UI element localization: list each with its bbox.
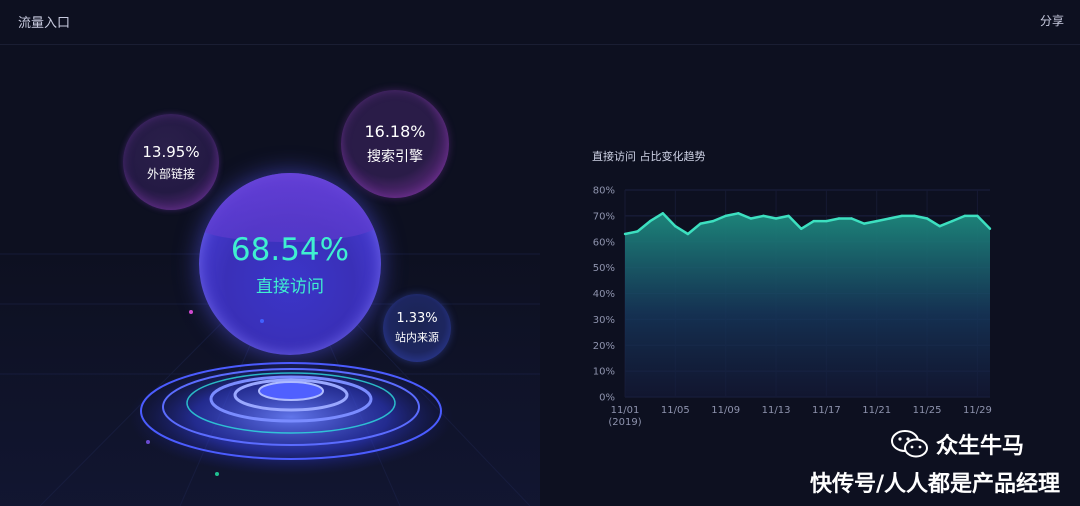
data-point (623, 232, 627, 236)
data-point (699, 222, 702, 225)
watermark-name: 众生牛马 (935, 434, 1024, 459)
y-tick-label: 60% (593, 237, 615, 248)
data-point (674, 225, 677, 228)
data-point (925, 217, 929, 220)
bubble-search-engine[interactable]: 16.18% 搜索引擎 (341, 90, 449, 198)
site-percent: 1.33% (396, 311, 438, 326)
top-bar: 流量入口 分享 (0, 0, 1080, 45)
trend-chart: 直接访问 占比变化趋势 0% 10% 20% 30% 40% 50% 60% 70% 80% 11… (580, 140, 1000, 440)
data-point (976, 214, 979, 218)
sparkle-dot (260, 319, 264, 323)
data-point (711, 219, 715, 223)
x-tick-label: 11/09 (711, 405, 740, 416)
y-tick-label: 50% (593, 263, 615, 274)
x-tick-label: 11/29 (963, 405, 992, 416)
data-point (825, 219, 828, 223)
x-tick-label: 11/17 (812, 405, 841, 416)
data-point (850, 217, 853, 220)
y-tick-label: 20% (593, 341, 615, 352)
y-tick-label: 80% (593, 186, 615, 197)
data-point (900, 214, 904, 218)
page-title: 流量入口 (18, 16, 71, 31)
sparkle-dot (189, 310, 193, 314)
data-point (875, 219, 878, 223)
glowing-platform (129, 359, 453, 475)
data-point (661, 212, 664, 215)
data-point (862, 222, 866, 225)
traffic-bubbles-panel: 13.95% 外部链接 16.18% 搜索引擎 68.54% 直接访问 1.33… (0, 44, 540, 506)
y-tick-label: 10% (593, 367, 615, 378)
bubble-cap (199, 173, 381, 243)
x-tick-label: 11/01 (611, 405, 640, 416)
data-point (988, 227, 992, 230)
data-point (724, 214, 727, 218)
series-area (625, 213, 990, 397)
data-point (787, 214, 790, 218)
data-point (649, 219, 652, 223)
direct-percent: 68.54% (230, 231, 350, 268)
data-point (737, 212, 740, 215)
x-sublabel: (2019) (608, 417, 641, 428)
external-label: 外部链接 (146, 166, 195, 181)
data-point (951, 219, 954, 223)
search-label: 搜索引擎 (367, 149, 423, 165)
y-tick-label: 30% (593, 315, 615, 326)
watermark-source: 快传号/人人都是产品经理 (809, 472, 1060, 497)
data-point (837, 217, 841, 220)
data-point (963, 214, 966, 218)
sparkle-dot (215, 472, 219, 476)
x-tick-label: 11/21 (862, 405, 891, 416)
share-button[interactable]: 分享 (1039, 14, 1064, 28)
y-tick-label: 40% (593, 289, 615, 300)
series-line (624, 212, 991, 236)
x-tick-label: 11/05 (661, 405, 690, 416)
site-label: 站内来源 (395, 331, 439, 344)
chart-title: 直接访问 占比变化趋势 (592, 150, 706, 163)
data-point (686, 232, 690, 236)
bubble-site-source[interactable]: 1.33% 站内来源 (383, 294, 451, 362)
x-tick-label: 11/25 (913, 405, 942, 416)
data-point (812, 219, 815, 223)
data-point (749, 217, 753, 220)
y-tick-label: 0% (599, 393, 615, 404)
y-tick-label: 70% (593, 211, 615, 222)
x-tick-label: 11/13 (762, 405, 791, 416)
wechat-icon (890, 430, 928, 458)
chart-canvas: 0% 10% 20% 30% 40% 50% 60% 70% 80% 11/01 11/05 11/0… (593, 186, 992, 429)
bubble-direct-visit[interactable]: 68.54% 直接访问 (199, 173, 381, 355)
data-point (913, 214, 916, 218)
data-point (636, 230, 639, 233)
data-point (938, 225, 941, 228)
data-point (888, 217, 891, 220)
data-point (762, 214, 765, 218)
search-percent: 16.18% (364, 122, 426, 141)
sparkle-dot (146, 440, 150, 444)
external-percent: 13.95% (142, 142, 200, 161)
direct-label: 直接访问 (256, 276, 324, 297)
data-point (800, 227, 803, 230)
watermark: 众生牛马 快传号/人人都是产品经理 (760, 428, 1060, 500)
data-point (774, 217, 778, 220)
